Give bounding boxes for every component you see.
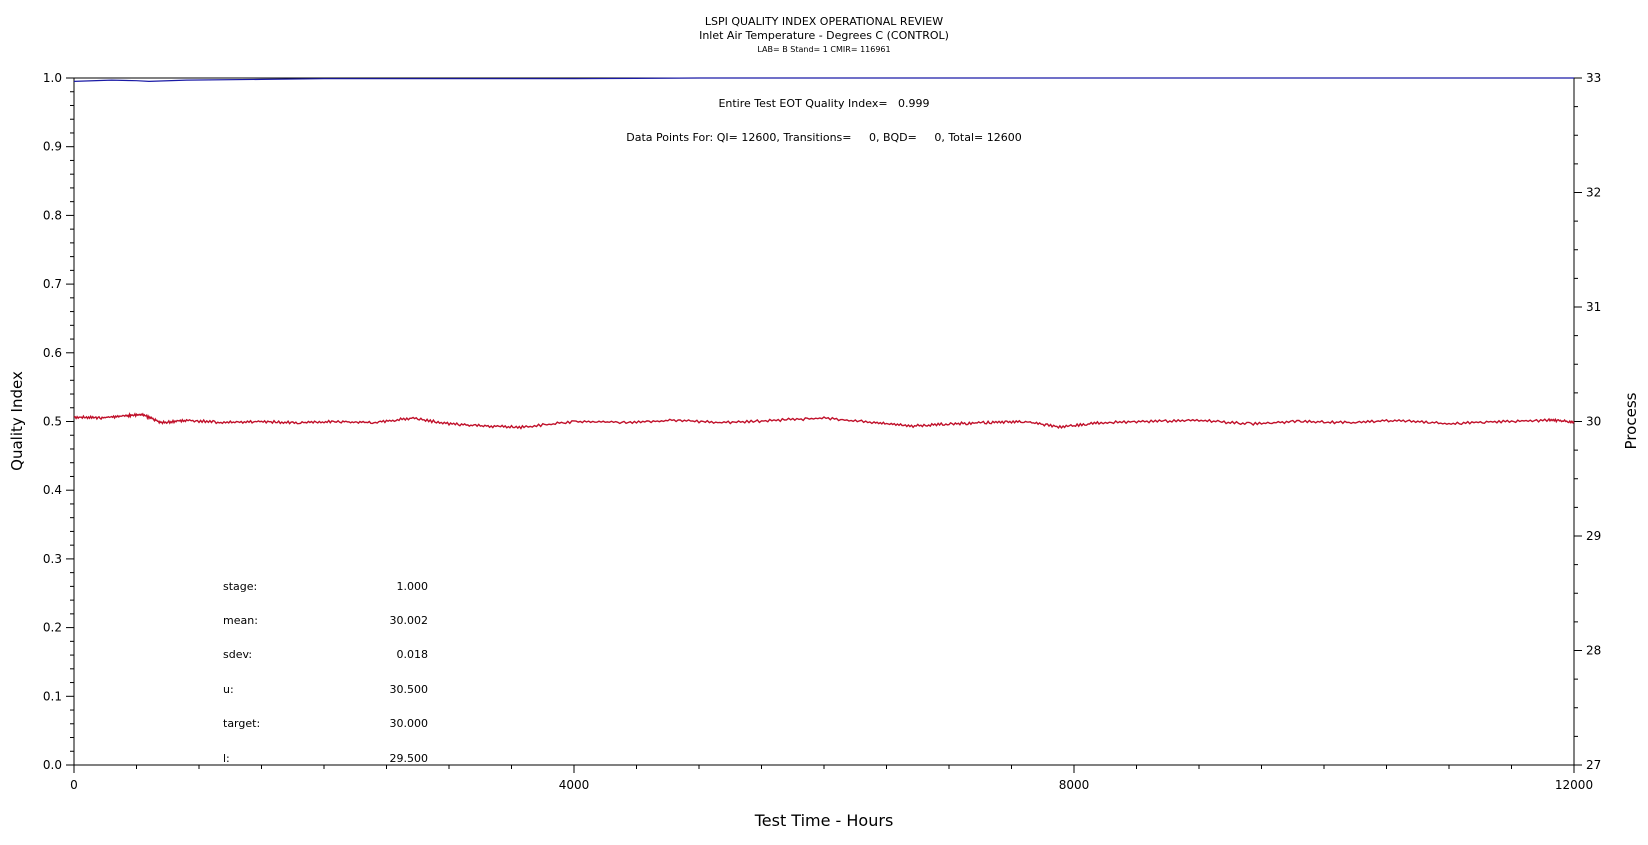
y-right-tick-label: 33 — [1586, 71, 1601, 85]
y-left-tick-label: 0.2 — [43, 621, 62, 635]
stat-value: 0.018 — [397, 648, 429, 661]
stat-label: mean: — [223, 614, 258, 627]
chart-title: LSPI QUALITY INDEX OPERATIONAL REVIEW — [705, 15, 943, 28]
process-line — [73, 411, 1575, 430]
y-left-tick-label: 0.9 — [43, 140, 62, 154]
x-tick-label: 12000 — [1555, 778, 1593, 792]
y-left-tick-label: 0.5 — [43, 415, 62, 429]
y-left-tick-label: 0.6 — [43, 346, 62, 360]
y-right-tick-label: 31 — [1586, 300, 1601, 314]
eot-quality-annotation: Entire Test EOT Quality Index= 0.999 — [718, 97, 929, 110]
y-right-tick-label: 27 — [1586, 758, 1601, 772]
stat-value: 30.500 — [390, 683, 429, 696]
data-points-annotation: Data Points For: QI= 12600, Transitions=… — [626, 131, 1021, 144]
x-tick-label: 8000 — [1059, 778, 1090, 792]
series-layer — [73, 77, 1575, 430]
stat-label: target: — [223, 717, 260, 730]
stat-label: sdev: — [223, 648, 252, 661]
x-tick-label: 4000 — [559, 778, 590, 792]
y-right-tick-label: 29 — [1586, 529, 1601, 543]
stat-value: 30.002 — [390, 614, 429, 627]
stats-box: stage: 1.000 mean: 30.002 sdev: 0.018 u: 30.500… — [223, 580, 428, 765]
plot-frame — [73, 77, 1575, 766]
y-left-tick-label: 0.4 — [43, 483, 62, 497]
y-right-tick-label: 32 — [1586, 186, 1601, 200]
x-tick-label: 0 — [70, 778, 78, 792]
y-left-tick-label: 0.1 — [43, 689, 62, 703]
y-right-tick-label: 28 — [1586, 644, 1601, 658]
quality-index-line — [73, 77, 1574, 83]
y-left-tick-label: 0.3 — [43, 552, 62, 566]
y-right-tick-label: 30 — [1586, 415, 1601, 429]
stat-label: l: — [223, 752, 230, 765]
y-left-tick-label: 1.0 — [43, 71, 62, 85]
stat-value: 1.000 — [397, 580, 429, 593]
axis-ticks: 0 4000 8000 12000 0.0 0.1 0.2 0.3 0.4 0.5 0.6 0.7 0.… — [43, 71, 1601, 792]
chart-sub-subtitle: LAB= B Stand= 1 CMIR= 116961 — [757, 45, 890, 54]
stat-value: 30.000 — [390, 717, 429, 730]
x-axis-label: Test Time - Hours — [754, 811, 894, 830]
y-left-tick-label: 0.7 — [43, 277, 62, 291]
stat-value: 29.500 — [390, 752, 429, 765]
stat-label: u: — [223, 683, 234, 696]
y-left-axis-label: Quality Index — [8, 371, 26, 471]
y-right-axis-label: Process — [1622, 392, 1640, 449]
stat-label: stage: — [223, 580, 257, 593]
chart-subtitle: Inlet Air Temperature - Degrees C (CONTR… — [699, 29, 949, 42]
y-left-tick-label: 0.0 — [43, 758, 62, 772]
y-left-tick-label: 0.8 — [43, 208, 62, 222]
